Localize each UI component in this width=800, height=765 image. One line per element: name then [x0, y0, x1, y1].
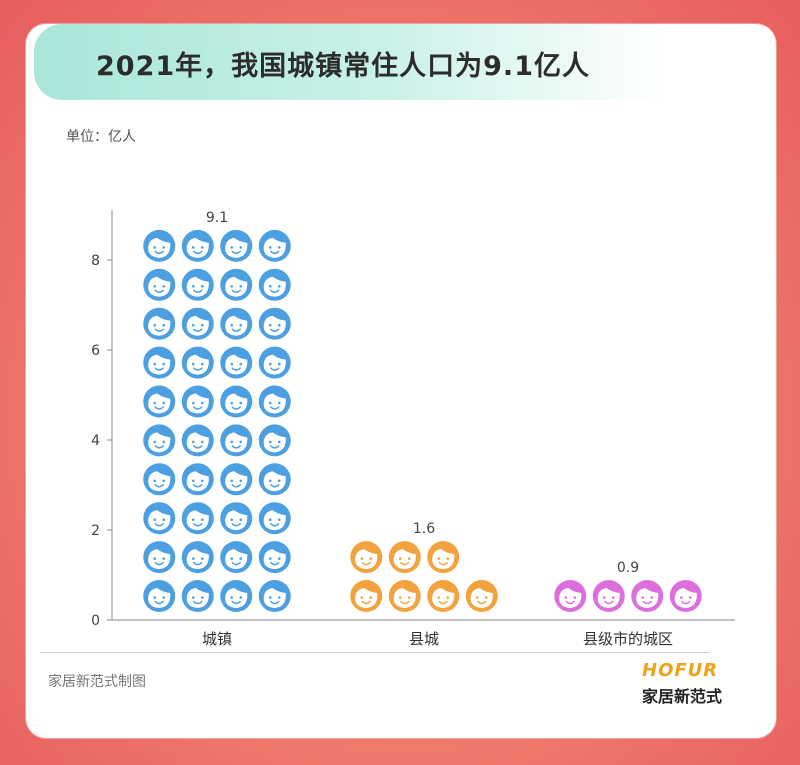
face-icon [554, 580, 587, 612]
face-icon [220, 229, 253, 262]
source-note: 家居新范式制图 [48, 674, 146, 690]
face-icon [258, 229, 291, 262]
face-icon [181, 385, 214, 418]
face-icon [143, 268, 176, 301]
face-icon [220, 385, 253, 418]
face-icon [220, 346, 253, 379]
y-tick-label: 2 [91, 523, 100, 539]
face-icon [258, 307, 291, 340]
bar-0 [143, 229, 291, 612]
chart-card [26, 24, 776, 738]
face-icon [143, 502, 176, 535]
bar-1 [350, 541, 498, 612]
face-icon [220, 307, 253, 340]
face-icon [631, 580, 664, 612]
face-icon [181, 424, 214, 457]
face-icon [258, 580, 291, 612]
face-icon [181, 463, 214, 496]
face-icon [143, 229, 176, 262]
face-icon [669, 580, 702, 612]
y-tick-label: 0 [91, 613, 100, 629]
face-icon [220, 463, 253, 496]
data-label: 9.1 [206, 210, 228, 226]
face-icon [427, 541, 460, 574]
face-icon [143, 346, 176, 379]
y-tick-label: 8 [91, 253, 100, 269]
data-label: 1.6 [413, 521, 435, 537]
face-icon [220, 424, 253, 457]
face-icon [220, 541, 253, 574]
category-label: 县城 [409, 630, 439, 648]
face-icon [181, 307, 214, 340]
face-icon [258, 424, 291, 457]
face-icon [143, 385, 176, 418]
face-icon [388, 541, 421, 574]
face-icon [465, 580, 498, 612]
data-label: 0.9 [617, 560, 639, 576]
face-icon [258, 463, 291, 496]
face-icon [258, 385, 291, 418]
face-icon [258, 541, 291, 574]
title-banner [34, 24, 664, 100]
face-icon [181, 502, 214, 535]
face-icon [181, 346, 214, 379]
face-icon [220, 502, 253, 535]
face-icon [388, 580, 421, 612]
face-icon [220, 268, 253, 301]
face-icon [143, 580, 176, 612]
brand-logo-en: HOFUR [642, 660, 719, 681]
category-label: 城镇 [202, 630, 232, 648]
face-icon [181, 268, 214, 301]
face-icon [258, 268, 291, 301]
face-icon [350, 541, 383, 574]
bar-2 [554, 580, 702, 612]
unit-label: 单位：亿人 [66, 129, 136, 145]
face-icon [427, 580, 460, 612]
face-icon [143, 307, 176, 340]
face-icon [258, 502, 291, 535]
footer-divider [40, 652, 710, 653]
face-icon [258, 346, 291, 379]
face-icon [220, 580, 253, 612]
face-icon [592, 580, 625, 612]
chart-title: 2021年，我国城镇常住人口为9.1亿人 [96, 51, 590, 82]
face-icon [181, 580, 214, 612]
face-icon [143, 463, 176, 496]
face-icon [181, 541, 214, 574]
y-tick-label: 4 [91, 433, 100, 449]
face-icon [350, 580, 383, 612]
y-tick-label: 6 [91, 343, 100, 359]
category-label: 县级市的城区 [583, 630, 673, 648]
face-icon [181, 229, 214, 262]
face-icon [143, 424, 176, 457]
brand-logo-cn: 家居新范式 [642, 687, 723, 706]
face-icon [143, 541, 176, 574]
